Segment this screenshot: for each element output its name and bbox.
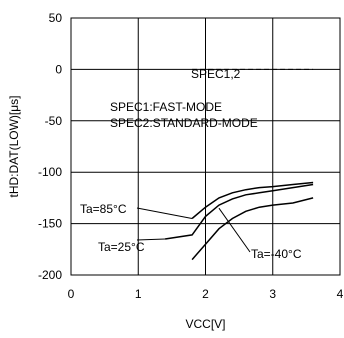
annotation-ta85: Ta=85°C: [80, 202, 127, 216]
grid: [71, 18, 340, 275]
x-axis-label: VCC[V]: [185, 317, 225, 331]
y-tick-label: 0: [55, 62, 62, 76]
x-tick-label: 0: [68, 287, 75, 301]
y-tick-label: -150: [38, 217, 62, 231]
y-tick-label: -100: [38, 165, 62, 179]
y-tick-label: -200: [38, 268, 62, 282]
y-tick-label: 50: [49, 11, 63, 25]
annotation-ta25: Ta=25°C: [98, 240, 145, 254]
annotation-spec12: SPEC1,2: [191, 67, 241, 81]
annotation-spec1: SPEC1:FAST-MODE: [110, 100, 222, 114]
x-tick-label: 3: [269, 287, 276, 301]
leader-ta-40: [219, 208, 250, 252]
series-group: [165, 69, 313, 259]
annotation-ta-40: Ta=-40°C: [251, 247, 302, 261]
y-tick-label: -50: [45, 114, 63, 128]
annotation-spec2: SPEC2:STANDARD-MODE: [110, 116, 258, 130]
leader-ta85: [137, 208, 192, 218]
series-line-ta-25-c: [165, 185, 313, 240]
x-tick-label: 1: [135, 287, 142, 301]
x-tick-label: 4: [337, 287, 344, 301]
y-axis-label: tHD:DAT(LOW)[μs]: [7, 95, 21, 197]
x-tick-label: 2: [202, 287, 209, 301]
